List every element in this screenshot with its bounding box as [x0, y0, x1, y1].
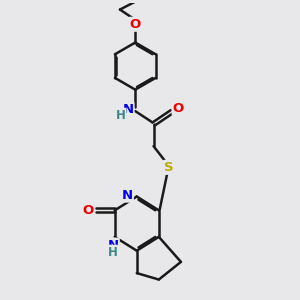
Text: S: S [164, 161, 174, 174]
Text: H: H [108, 246, 118, 259]
Text: N: N [122, 188, 133, 202]
Text: N: N [108, 238, 119, 252]
Text: H: H [116, 109, 125, 122]
Text: O: O [172, 102, 184, 115]
Text: O: O [130, 18, 141, 31]
Text: O: O [82, 204, 94, 217]
Text: N: N [122, 103, 134, 116]
